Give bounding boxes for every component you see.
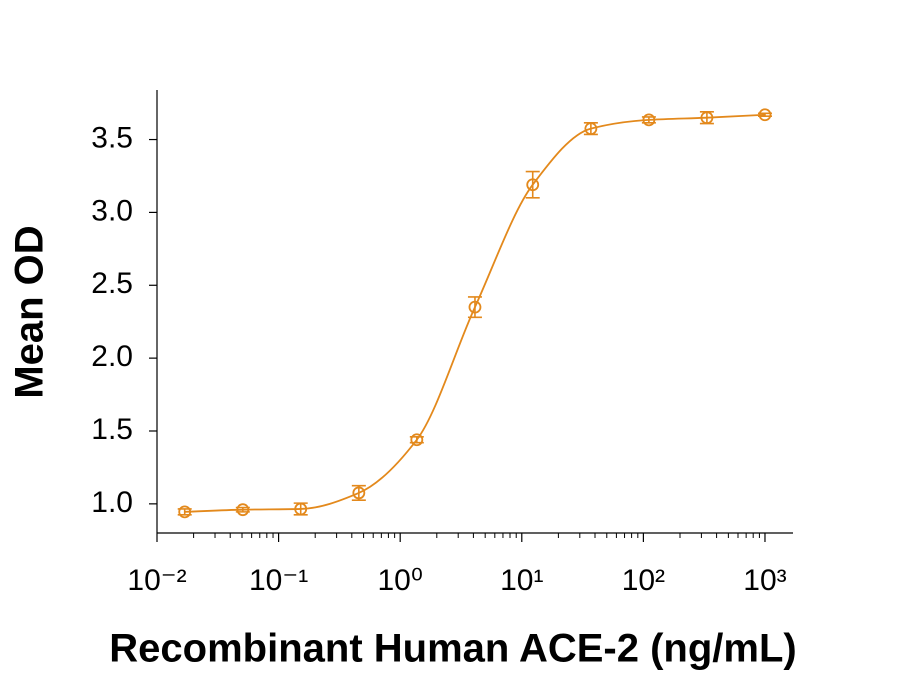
data-point bbox=[236, 503, 250, 517]
data-point bbox=[526, 178, 540, 192]
x-tick-label: 10⁻² bbox=[127, 564, 186, 597]
data-point bbox=[294, 502, 308, 516]
error-bar bbox=[467, 296, 482, 319]
data-point bbox=[410, 433, 424, 447]
data-point bbox=[468, 300, 482, 314]
data-point bbox=[642, 113, 656, 127]
y-tick-label: 2.0 bbox=[91, 340, 133, 373]
y-tick-label: 1.0 bbox=[91, 486, 133, 519]
x-tick-label: 10⁻¹ bbox=[249, 564, 308, 597]
data-point bbox=[758, 108, 772, 122]
y-axis-title: Mean OD bbox=[8, 225, 52, 398]
y-tick-label: 1.5 bbox=[91, 413, 133, 446]
x-axis-title: Recombinant Human ACE-2 (ng/mL) bbox=[109, 627, 796, 671]
data-point bbox=[584, 122, 598, 136]
x-tick-label: 10³ bbox=[743, 564, 786, 597]
x-tick-label: 10¹ bbox=[500, 564, 543, 597]
x-tick-label: 10² bbox=[622, 564, 665, 597]
data-point bbox=[178, 505, 192, 519]
y-tick-label: 2.5 bbox=[91, 267, 133, 300]
error-bar bbox=[525, 170, 540, 199]
data-point bbox=[700, 111, 714, 125]
y-tick-label: 3.0 bbox=[91, 194, 133, 227]
y-tick-label: 3.5 bbox=[91, 121, 133, 154]
x-tick-label: 10⁰ bbox=[377, 564, 422, 597]
data-point bbox=[352, 486, 366, 500]
